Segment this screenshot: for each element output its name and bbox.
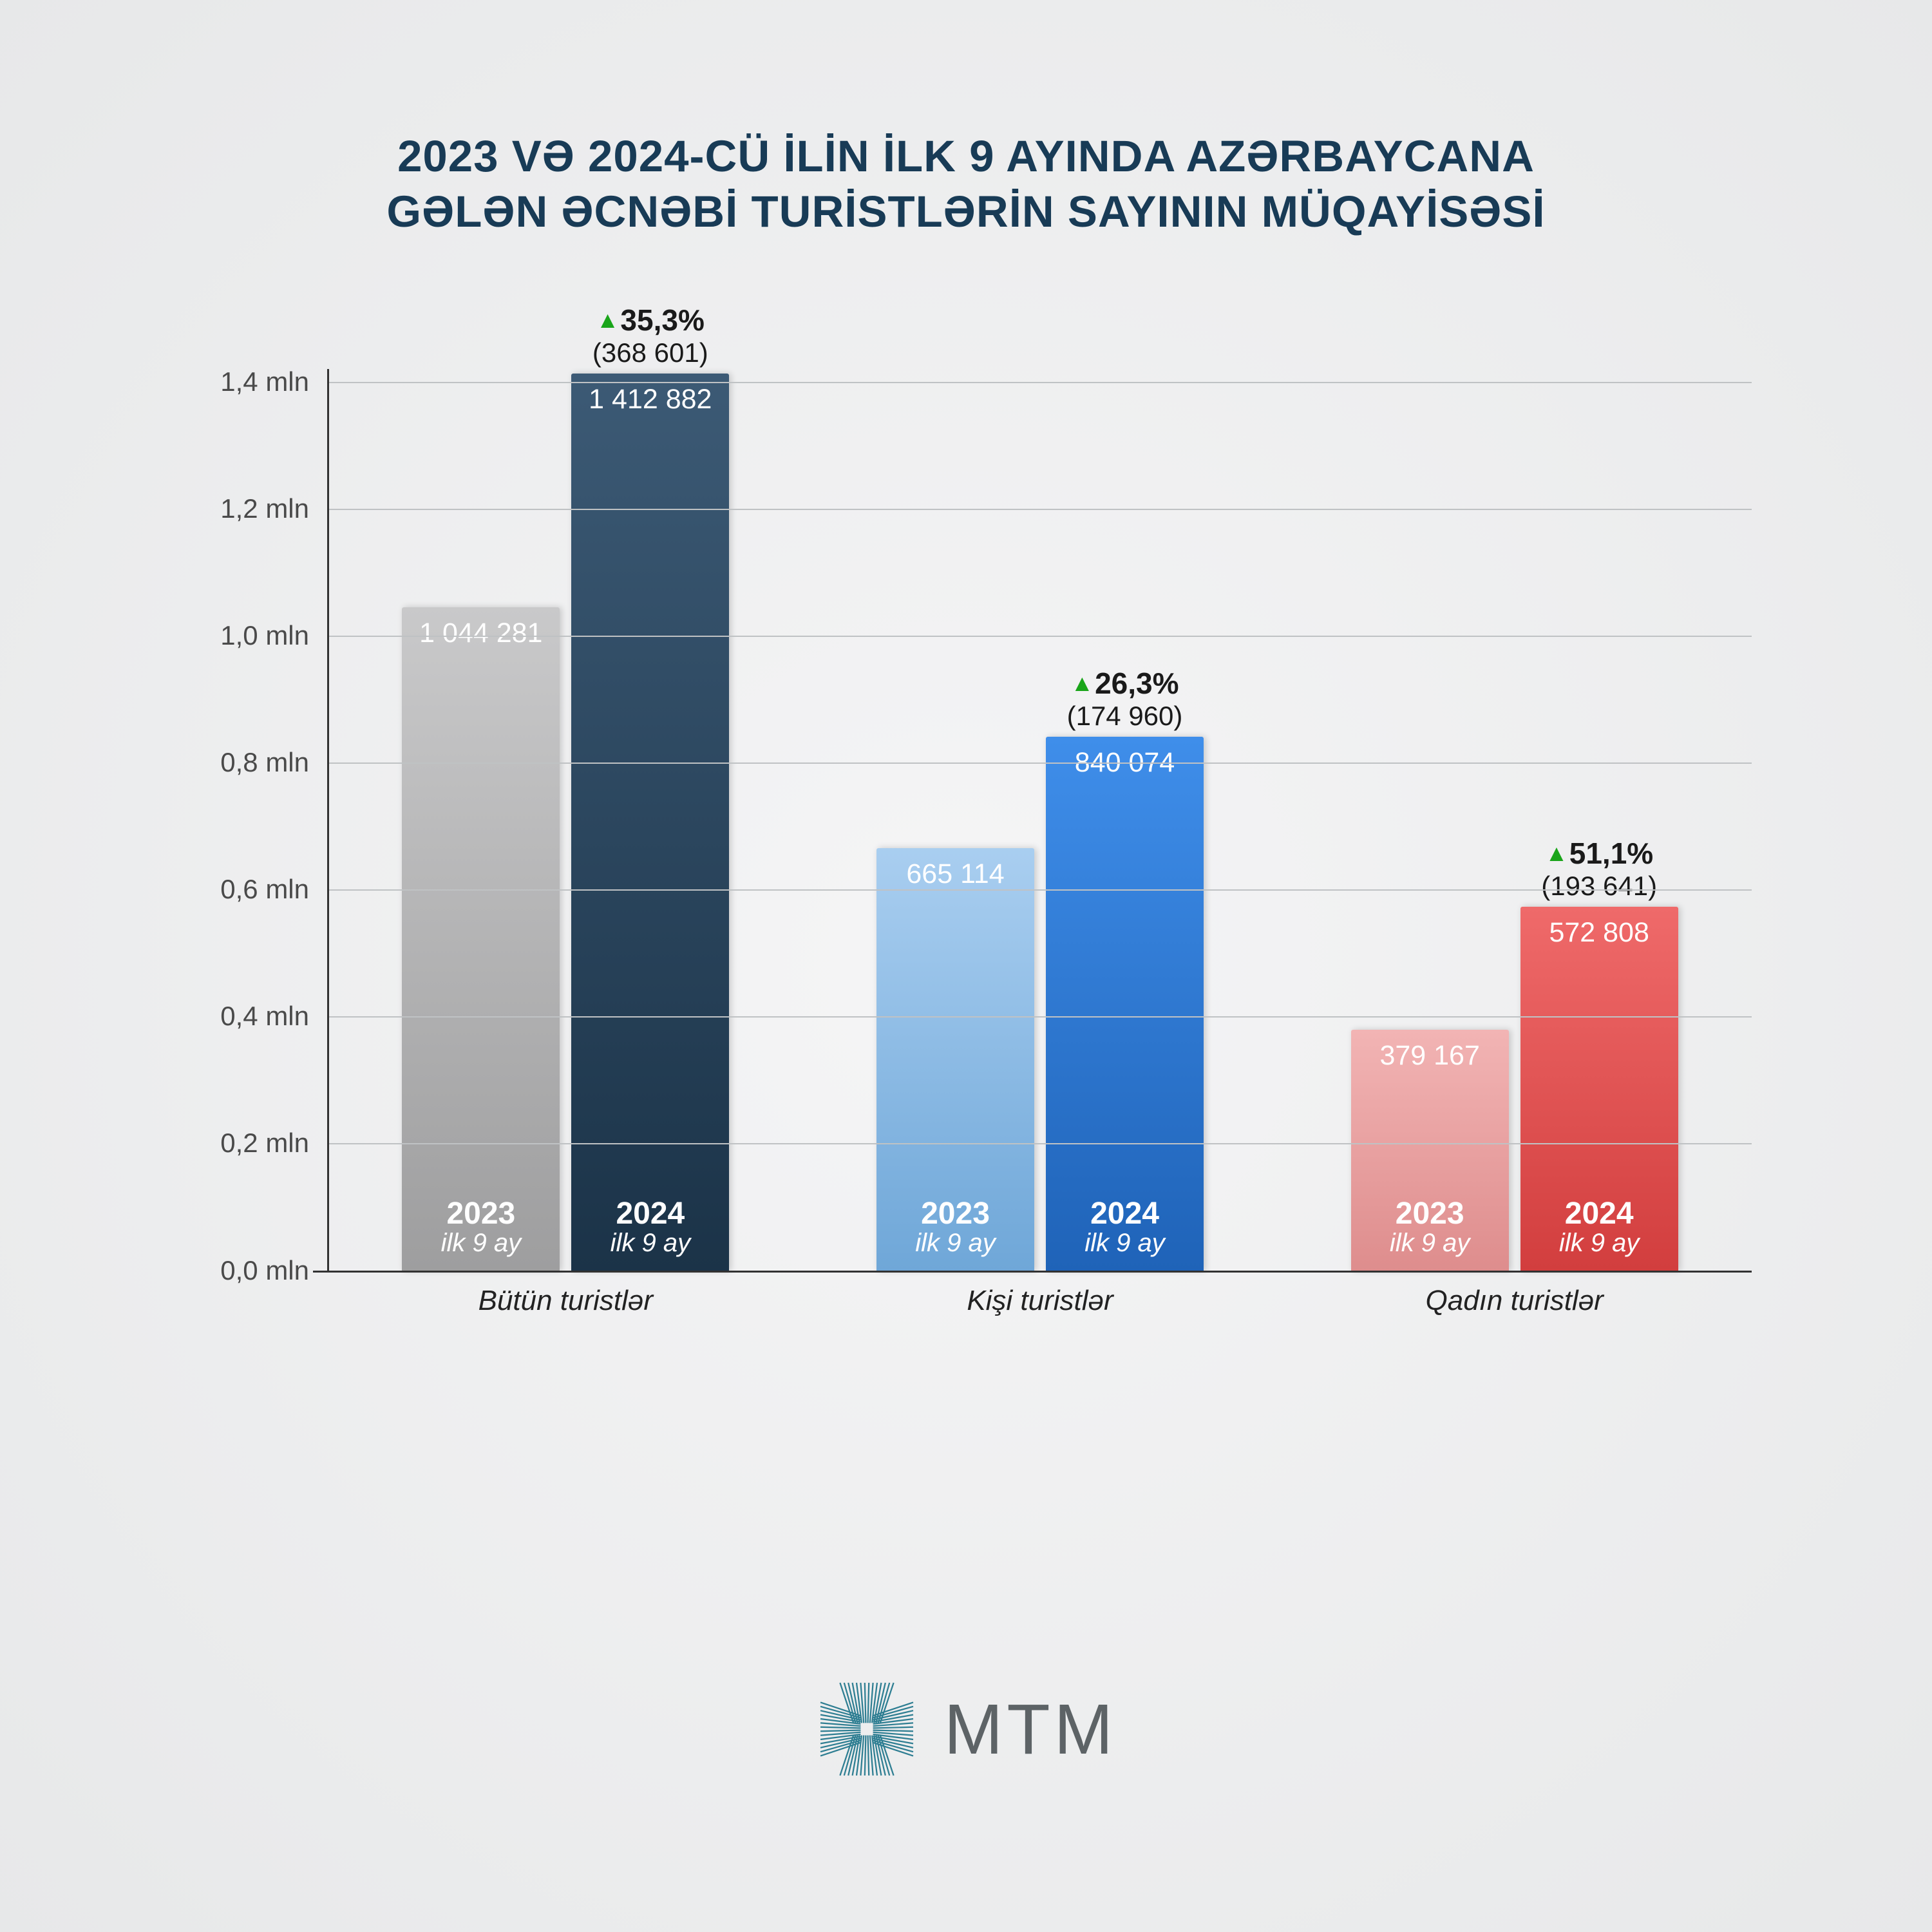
title-line-1: 2023 VƏ 2024-CÜ İLİN İLK 9 AYINDA AZƏRBA… [397,131,1535,181]
delta-label: ▲26,3%(174 960) [1046,666,1204,737]
page: 2023 VƏ 2024-CÜ İLİN İLK 9 AYINDA AZƏRBA… [0,0,1932,1932]
bar-value-label: 1 412 882 [571,384,729,415]
delta-label: ▲35,3%(368 601) [571,303,729,374]
y-axis-label: 1,4 mln [220,366,309,397]
gridline [328,1016,1752,1018]
y-axis-label: 0,8 mln [220,747,309,778]
y-axis-label: 1,0 mln [220,620,309,651]
bar: 379 167 2023ilk 9 ay [1351,1030,1509,1271]
bar: 840 0742024ilk 9 ay▲26,3%(174 960) [1046,737,1204,1270]
bar-pair: 379 1672023ilk 9 ay572 8082024ilk 9 ay▲5… [1351,907,1678,1271]
logo: MTM [815,1678,1117,1781]
footer: MTM [0,1678,1932,1784]
bar-value-label: 665 114 [876,858,1034,890]
bar-pair: 665 114 2023ilk 9 ay840 0742024ilk 9 ay▲2… [876,737,1204,1270]
title-line-2: GƏLƏN ƏCNƏBİ TURİSTLƏRİN SAYININ MÜQAYİS… [386,187,1545,236]
up-triangle-icon: ▲ [596,307,620,333]
gridline [328,889,1752,891]
bar-foot-label: 2024ilk 9 ay [1046,1196,1204,1258]
y-axis-label: 1,2 mln [220,493,309,524]
y-axis-label: 0,2 mln [220,1128,309,1159]
bar-group: 379 167 2023ilk 9 ay 572 808 2024ilk 9 ay ▲5… [1277,382,1752,1271]
y-axis-label: 0,6 mln [220,874,309,905]
bar-foot-label: 2023ilk 9 ay [402,1196,560,1258]
mtm-logo-icon [815,1678,918,1781]
gridline [328,636,1752,637]
y-axis-line [327,369,329,1271]
gridline [328,382,1752,383]
logo-text: MTM [944,1689,1117,1770]
bar-foot-label: 2023ilk 9 ay [1351,1196,1509,1258]
gridline [328,762,1752,764]
bar-foot-label: 2024ilk 9 ay [571,1196,729,1258]
bar-foot-label: 2023ilk 9 ay [876,1196,1034,1258]
bar-value-label: 572 808 [1520,917,1678,949]
category-label: Bütün turistlər [328,1285,803,1317]
gridline [328,1143,1752,1144]
delta-label: ▲51,1%(193 641) [1520,836,1678,907]
x-axis-line [313,1271,1752,1273]
bar-group: 1 044 281 2023ilk 9 ay 1 412 882 2024ilk 9 … [328,382,803,1271]
bar-foot-label: 2024ilk 9 ay [1520,1196,1678,1258]
y-axis: 0,0 mln0,2 mln0,4 mln0,6 mln0,8 mln1,0 m… [180,382,328,1271]
chart: 0,0 mln0,2 mln0,4 mln0,6 mln0,8 mln1,0 m… [180,382,1752,1271]
bar: 572 8082024ilk 9 ay▲51,1%(193 641) [1520,907,1678,1271]
bar: 665 114 2023ilk 9 ay [876,848,1034,1271]
up-triangle-icon: ▲ [1070,670,1094,696]
gridline [328,509,1752,510]
plot-area: 1 044 281 2023ilk 9 ay 1 412 882 2024ilk 9 … [328,382,1752,1271]
bar-groups: 1 044 281 2023ilk 9 ay 1 412 882 2024ilk 9 … [328,382,1752,1271]
category-label: Kişi turistlər [803,1285,1278,1317]
bar-value-label: 1 044 281 [402,618,560,649]
up-triangle-icon: ▲ [1545,840,1568,866]
y-axis-label: 0,4 mln [220,1001,309,1032]
bar-group: 665 114 2023ilk 9 ay840 0742024ilk 9 ay▲2… [803,382,1278,1271]
y-axis-label: 0,0 mln [220,1255,309,1286]
category-label: Qadın turistlər [1277,1285,1752,1317]
bar: 1 044 281 2023ilk 9 ay [402,607,560,1270]
page-title: 2023 VƏ 2024-CÜ İLİN İLK 9 AYINDA AZƏRBA… [142,129,1790,240]
bar-value-label: 379 167 [1351,1040,1509,1072]
